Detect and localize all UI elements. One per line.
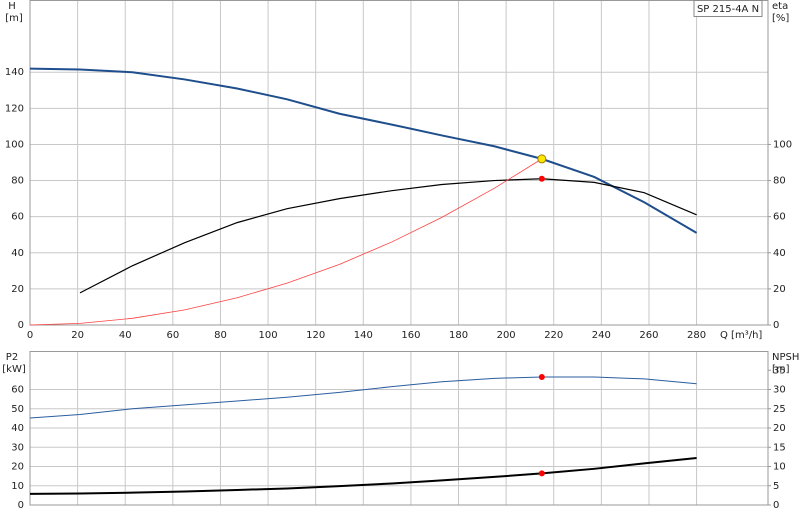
y2-tick-label: 0 bbox=[773, 500, 779, 511]
x-tick-label: 160 bbox=[401, 330, 420, 341]
plot-frame bbox=[29, 0, 769, 326]
label-box bbox=[693, 0, 763, 17]
x-tick-label: 20 bbox=[71, 330, 84, 341]
x-tick-label: 260 bbox=[639, 330, 658, 341]
y2-tick-label: 5 bbox=[773, 481, 779, 492]
y-tick-label: 100 bbox=[5, 139, 24, 150]
series-line bbox=[79, 178, 697, 294]
pump-label: SP 215-4A N bbox=[697, 4, 759, 15]
y-tick-label: 40 bbox=[11, 248, 24, 259]
series-line bbox=[29, 67, 698, 234]
y-tick-label: 80 bbox=[11, 176, 24, 187]
y2-tick-label: 40 bbox=[773, 248, 786, 259]
x-tick-label: 200 bbox=[497, 330, 516, 341]
y2-tick-label: 20 bbox=[773, 423, 786, 434]
plot-frame bbox=[29, 351, 769, 506]
series-line bbox=[29, 457, 697, 495]
y2-axis-label: NPSH bbox=[772, 352, 799, 363]
y-axis-unit: [m] bbox=[5, 13, 23, 24]
duty-point bbox=[538, 470, 545, 477]
y-tick-label: 20 bbox=[11, 462, 24, 473]
y2-tick-label: 10 bbox=[773, 462, 786, 473]
y-tick-label: 50 bbox=[11, 404, 24, 415]
series-line bbox=[29, 376, 697, 419]
x-tick-label: 100 bbox=[259, 330, 278, 341]
x-tick-label: 80 bbox=[214, 330, 227, 341]
series-line bbox=[29, 158, 543, 326]
y-tick-label: 0 bbox=[18, 500, 24, 511]
y-tick-label: 30 bbox=[11, 442, 24, 453]
y2-tick-label: 25 bbox=[773, 404, 786, 415]
x-tick-label: 60 bbox=[166, 330, 179, 341]
y2-tick-label: 60 bbox=[773, 212, 786, 223]
y2-tick-label: 0 bbox=[773, 320, 779, 331]
y2-axis-unit: [m] bbox=[772, 364, 790, 375]
y2-axis-label: eta bbox=[772, 1, 788, 12]
y-tick-label: 40 bbox=[11, 423, 24, 434]
y2-tick-label: 35 bbox=[773, 365, 786, 376]
y2-tick-label: 20 bbox=[773, 284, 786, 295]
y-tick-label: 140 bbox=[5, 67, 24, 78]
y-axis-unit: [kW] bbox=[2, 364, 26, 375]
duty-point bbox=[538, 373, 545, 380]
y2-tick-label: 80 bbox=[773, 176, 786, 187]
y-tick-label: 0 bbox=[18, 320, 24, 331]
y-axis-label: H bbox=[8, 1, 16, 12]
y-tick-label: 20 bbox=[11, 284, 24, 295]
y-tick-label: 60 bbox=[11, 385, 24, 396]
duty-point bbox=[537, 154, 547, 164]
y2-tick-label: 100 bbox=[773, 139, 792, 150]
x-tick-label: 140 bbox=[354, 330, 373, 341]
y2-tick-label: 15 bbox=[773, 442, 786, 453]
x-tick-label: 180 bbox=[449, 330, 468, 341]
x-tick-label: 220 bbox=[544, 330, 563, 341]
x-tick-label: 240 bbox=[592, 330, 611, 341]
x-tick-label: 0 bbox=[27, 330, 33, 341]
duty-point bbox=[538, 175, 545, 182]
y-tick-label: 10 bbox=[11, 481, 24, 492]
x-axis-label: Q [m³/h] bbox=[720, 330, 762, 341]
y2-tick-label: 30 bbox=[773, 385, 786, 396]
x-tick-label: 280 bbox=[687, 330, 706, 341]
y-axis-label: P2 bbox=[6, 352, 18, 363]
y-tick-label: 120 bbox=[5, 103, 24, 114]
y-tick-label: 60 bbox=[11, 212, 24, 223]
x-tick-label: 40 bbox=[119, 330, 132, 341]
x-tick-label: 120 bbox=[306, 330, 325, 341]
y2-axis-unit: [%] bbox=[772, 13, 789, 24]
